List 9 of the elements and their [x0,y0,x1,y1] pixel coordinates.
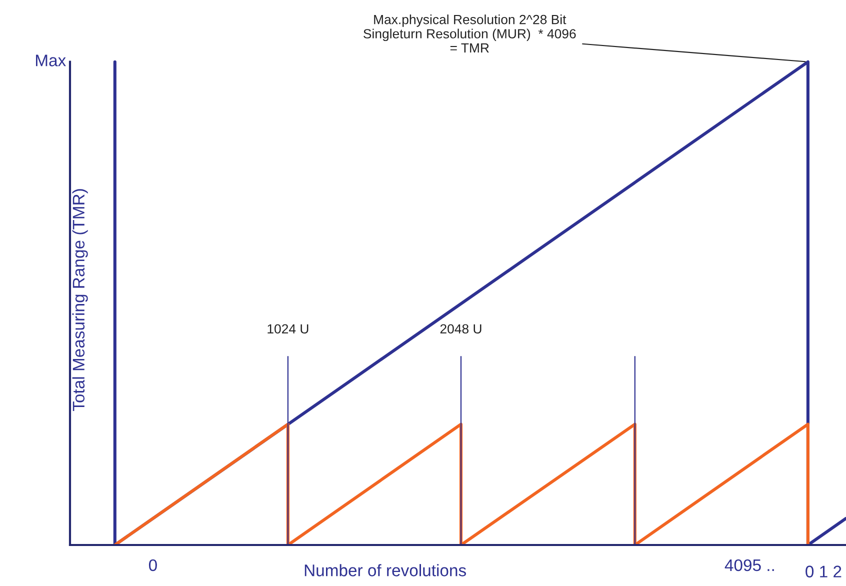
text: Max [36,54,66,66]
x-tick-label: 0 [148,559,157,572]
ref-line-label: 1024 U [268,324,308,334]
x-axis-title: Number of revolutions [304,564,466,576]
annotation: Max.physical Resolution 2^28 Bit Singleturn Resolution (MUR) * 4096 = TMR [364,14,576,53]
text: 0 1 2 [806,566,842,578]
y-axis-title: Total Measuring Range (TMR) [72,189,88,411]
ref-line-label: 2048 U [440,324,482,334]
x-tick-label: 4095 .. [724,559,774,572]
